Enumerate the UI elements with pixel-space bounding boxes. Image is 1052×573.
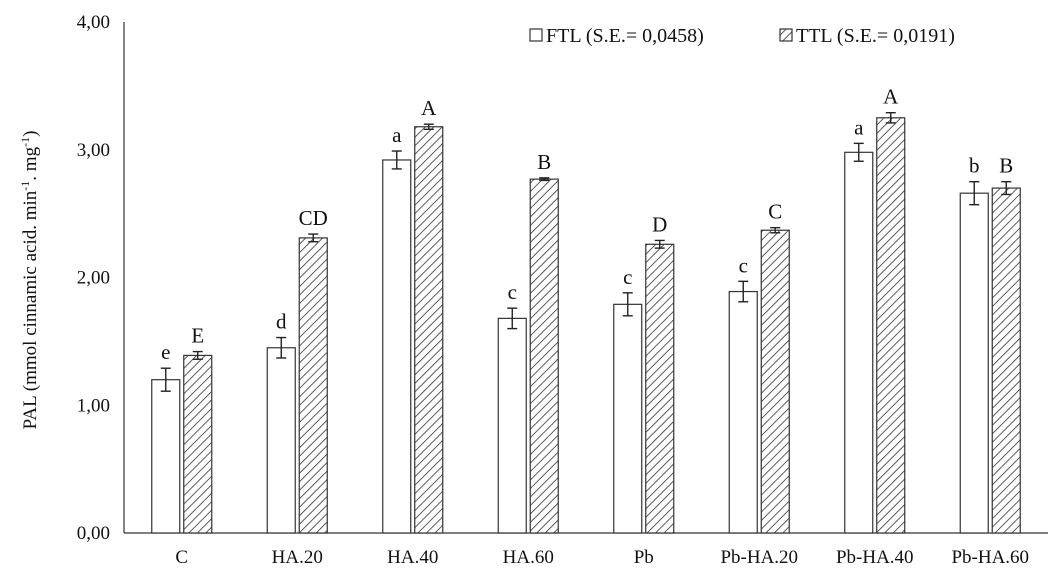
category-label: Pb-HA.40 — [836, 547, 914, 568]
bar-ftl — [382, 159, 412, 534]
error-bar — [853, 142, 864, 162]
bars — [151, 117, 1021, 534]
error-bar — [770, 226, 781, 234]
error-bar — [192, 350, 203, 360]
category-label: C — [175, 547, 188, 568]
bar-ftl — [613, 303, 643, 534]
significance-letter: C — [768, 200, 782, 224]
significance-letter: E — [191, 324, 204, 348]
error-bar — [276, 336, 287, 359]
significance-letter: b — [969, 154, 980, 178]
axes — [123, 22, 1048, 534]
error-bar — [539, 177, 550, 182]
error-bar — [507, 307, 518, 330]
y-axis-label: PAL (mmol cinnamic acid. min-1. mg-1) — [18, 131, 41, 430]
significance-letter: c — [623, 265, 632, 289]
category-label: HA.40 — [387, 547, 438, 568]
error-bar — [885, 112, 896, 124]
bar-ttl — [876, 117, 906, 534]
y-axis-label-sup1: -1 — [18, 181, 32, 191]
error-bar — [160, 367, 171, 392]
significance-letter: B — [999, 154, 1013, 178]
category-labels: C HA.20 HA.40 HA.60 Pb Pb-HA.20 Pb-HA.40 Pb-HA.… — [175, 547, 1029, 568]
error-bar — [622, 292, 633, 317]
significance-letter: A — [883, 85, 899, 109]
legend-label-ttl: TTL (S.E.= 0,0191) — [796, 25, 955, 47]
significance-letter: D — [652, 212, 667, 236]
error-bar — [423, 123, 434, 131]
significance-letter: a — [392, 123, 402, 147]
bar-ftl — [728, 290, 758, 534]
error-bar — [654, 239, 665, 249]
bar-ttl — [298, 237, 328, 534]
bar-ftl — [844, 151, 874, 534]
error-bars — [160, 112, 1012, 392]
error-bar — [391, 150, 402, 170]
y-tick-label: 0,00 — [77, 523, 110, 544]
legend-label-ftl: FTL (S.E.= 0,0458) — [546, 25, 704, 47]
category-label: HA.20 — [272, 547, 323, 568]
bar-ttl — [760, 229, 790, 534]
y-tick-label: 3,00 — [77, 140, 110, 161]
error-bar — [738, 280, 749, 303]
y-tick-labels: 0,00 1,00 2,00 3,00 4,00 — [77, 12, 110, 544]
y-axis-label-main: PAL (mmol cinnamic acid. min — [20, 190, 41, 429]
significance-letter: a — [854, 115, 864, 139]
error-bar — [969, 180, 980, 206]
bar-ttl — [991, 187, 1021, 534]
category-label: Pb-HA.20 — [720, 547, 798, 568]
category-label: HA.60 — [503, 547, 554, 568]
bar-ftl — [151, 379, 181, 534]
category-label: Pb-HA.60 — [951, 547, 1029, 568]
y-axis-label-sup2: -1 — [18, 137, 32, 147]
legend: FTL (S.E.= 0,0458) TTL (S.E.= 0,0191) — [529, 25, 955, 47]
y-axis-label-mid: . mg — [20, 146, 41, 180]
bar-ftl — [497, 317, 527, 534]
bar-ttl — [529, 178, 559, 534]
error-bar — [308, 233, 319, 243]
significance-letter: CD — [299, 206, 328, 230]
bar-ttl — [183, 354, 213, 534]
significance-letter: c — [508, 280, 517, 304]
y-tick-label: 1,00 — [77, 395, 110, 416]
y-tick-label: 2,00 — [77, 268, 110, 289]
bar-ttl — [645, 243, 675, 534]
significance-letter: d — [276, 310, 287, 334]
legend-swatch-ftl — [529, 28, 543, 42]
legend-swatch-ttl — [779, 28, 793, 42]
bar-ftl — [959, 192, 989, 534]
significance-letter: e — [161, 340, 170, 364]
y-axis-label-end: ) — [20, 131, 41, 137]
significance-letter: B — [537, 150, 551, 174]
bar-ftl — [266, 347, 296, 534]
significance-letter: c — [739, 253, 748, 277]
significance-letter: A — [421, 96, 437, 120]
bar-ttl — [414, 126, 444, 534]
y-tick-label: 4,00 — [77, 12, 110, 33]
category-label: Pb — [634, 547, 654, 568]
error-bar — [1001, 180, 1012, 196]
